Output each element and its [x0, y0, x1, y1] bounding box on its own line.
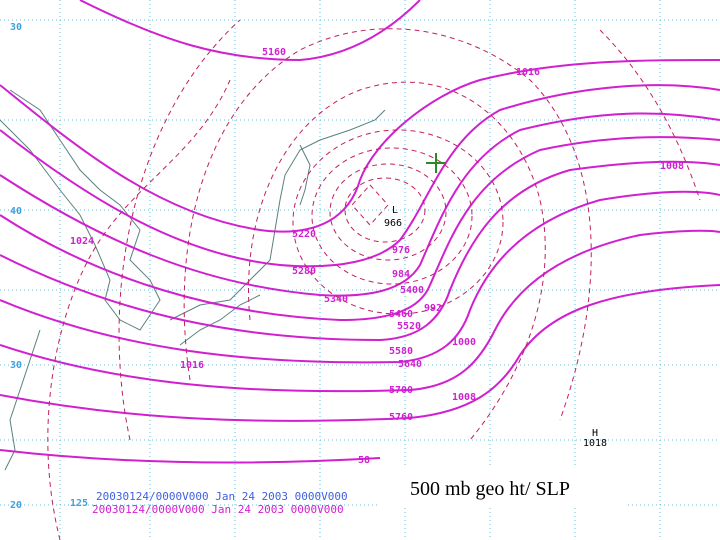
latitude-label: 30	[10, 360, 22, 371]
height-contours	[0, 0, 720, 464]
height-label: 5580	[389, 346, 413, 357]
height-label: 5280	[292, 266, 316, 277]
caption: 500 mb geo ht/ SLP	[410, 478, 570, 500]
pressure-label: 992	[424, 303, 442, 314]
pressure-label: 1024	[70, 236, 94, 247]
height-label: 5220	[292, 229, 316, 240]
pressure-label: 984	[392, 269, 410, 280]
pressure-label: 976	[392, 245, 410, 256]
pressure-label: 1016	[180, 360, 204, 371]
timestamp: 20030124/0000V000 Jan 24 2003 0000V000	[92, 503, 344, 516]
height-label: 5160	[262, 47, 286, 58]
height-label: 58	[358, 455, 370, 466]
pressure-label: 966	[384, 218, 402, 229]
pressure-label: 1000	[452, 337, 476, 348]
caption-box	[378, 468, 628, 508]
height-label: 5400	[400, 285, 424, 296]
height-label: 5700	[389, 385, 413, 396]
height-label: 5640	[398, 359, 422, 370]
height-label: 5460	[389, 309, 413, 320]
latitude-label: 20	[10, 500, 22, 511]
low-center-mark	[426, 153, 446, 173]
height-label: 5520	[397, 321, 421, 332]
height-label: 5340	[324, 294, 348, 305]
coastlines	[0, 89, 386, 471]
pressure-label: 1016	[516, 67, 540, 78]
pressure-label: 1008	[452, 392, 476, 403]
height-label: 5760	[389, 412, 413, 423]
latitude-label: 40	[10, 206, 22, 217]
timestamp: 20030124/0000V000 Jan 24 2003 0000V000	[96, 490, 348, 503]
pressure-label: 1008	[660, 161, 684, 172]
longitude-label: 125	[70, 498, 88, 509]
low-symbol: L	[392, 205, 398, 216]
pressure-contours	[47, 19, 701, 540]
high-symbol: H	[592, 428, 598, 439]
latitude-label: 30	[10, 22, 22, 33]
high-label: 1018	[583, 438, 607, 449]
